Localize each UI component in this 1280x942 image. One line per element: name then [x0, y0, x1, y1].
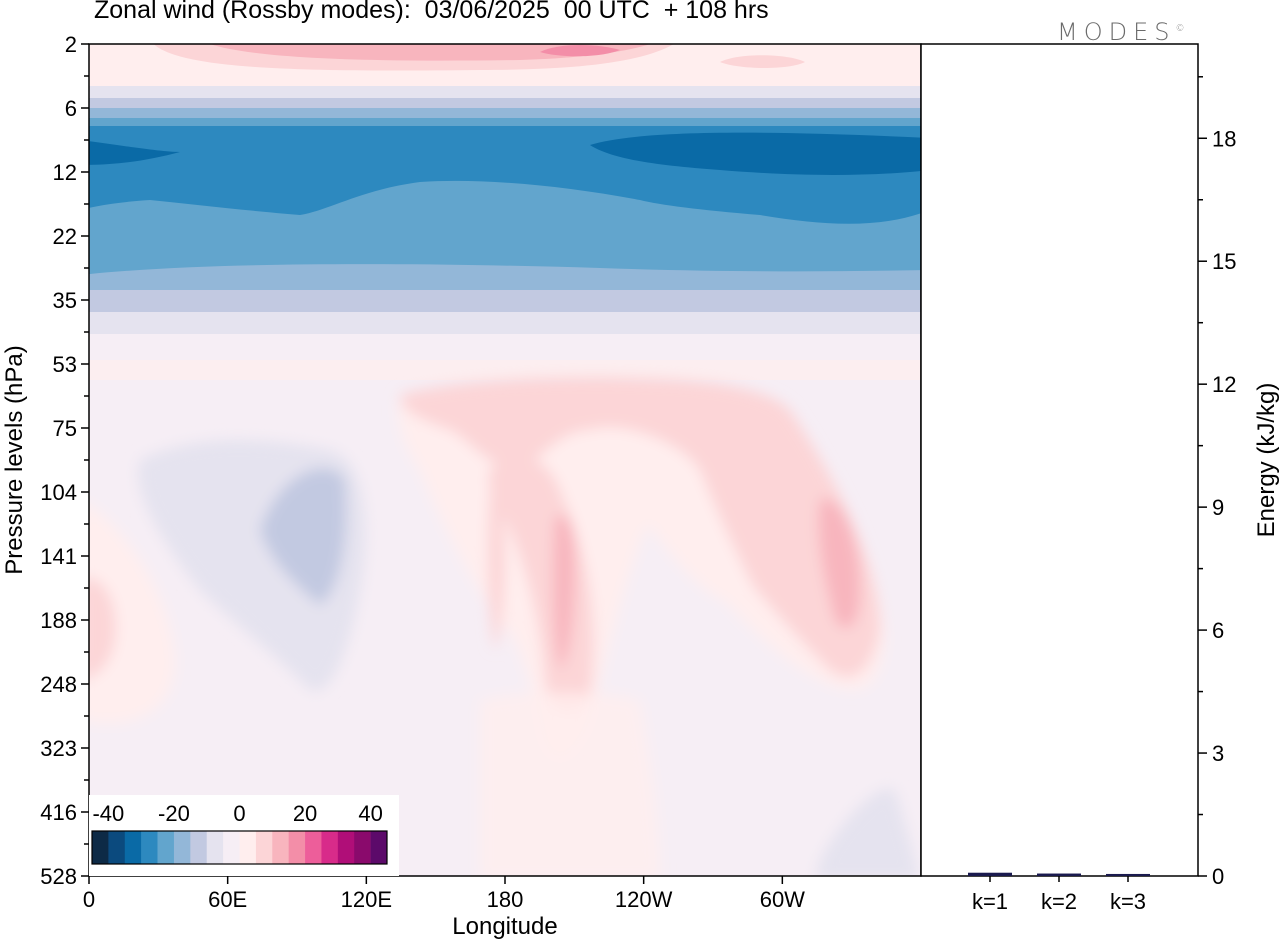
energy-tick-label: 6 — [1212, 618, 1224, 643]
colorbar-swatch — [272, 831, 289, 864]
colorbar-label: 0 — [233, 801, 245, 826]
energy-tick-label: 9 — [1212, 495, 1224, 520]
colorbar-swatch — [108, 831, 126, 864]
wavenumber-axis: k=1 k=2 k=3 — [972, 876, 1146, 914]
y-tick-label: 104 — [40, 480, 77, 505]
zonal-wind-field — [89, 44, 921, 876]
y-tick-label: 188 — [40, 608, 77, 633]
x-tick-label: 0 — [83, 887, 95, 912]
colorbar-swatch — [157, 831, 175, 864]
y-tick-label: 323 — [40, 736, 77, 761]
energy-bar — [1037, 873, 1081, 876]
colorbar-swatch — [354, 831, 371, 864]
energy-tick-label: 18 — [1212, 126, 1236, 151]
colorbar-label: -20 — [158, 801, 190, 826]
y-tick-label: 528 — [40, 864, 77, 889]
colorbar-label: -40 — [92, 801, 124, 826]
colorbar-label: 20 — [293, 801, 317, 826]
modes-logo: MODES© — [1057, 18, 1185, 46]
y-axis-title: Pressure levels (hPa) — [1, 345, 28, 574]
y-tick-label: 2 — [65, 32, 77, 57]
wavenumber-label: k=1 — [972, 889, 1008, 914]
colorbar-swatch — [124, 831, 142, 864]
x-tick-label: 120W — [615, 887, 673, 912]
x-axis-title: Longitude — [452, 913, 557, 940]
energy-bars — [968, 872, 1150, 876]
x-tick-label: 180 — [487, 887, 524, 912]
colorbar-swatch — [206, 831, 224, 864]
x-tick-label: 60E — [208, 887, 247, 912]
colorbar-swatch — [239, 831, 257, 864]
y-tick-label: 416 — [40, 800, 77, 825]
colorbar-swatch — [141, 831, 158, 864]
energy-axis: 0 3 6 9 12 15 18 — [1198, 76, 1236, 889]
wavenumber-label: k=3 — [1110, 889, 1146, 914]
energy-axis-title: Energy (kJ/kg) — [1253, 383, 1280, 538]
x-tick-label: 60W — [760, 887, 805, 912]
x-tick-label: 120E — [341, 887, 392, 912]
y-tick-label: 53 — [53, 352, 77, 377]
energy-tick-label: 15 — [1212, 249, 1236, 274]
colorbar-swatch — [288, 831, 306, 864]
y-tick-label: 75 — [53, 416, 77, 441]
pressure-axis: 2 6 12 22 35 53 75 104 141 188 248 323 416 528 — [40, 32, 89, 889]
colorbar-swatch — [223, 831, 240, 864]
colorbar-swatch — [173, 831, 191, 864]
energy-bar — [968, 872, 1012, 876]
colorbar-swatch — [305, 831, 322, 864]
y-tick-label: 35 — [53, 288, 77, 313]
chart-title: Zonal wind (Rossby modes): 03/06/2025 00… — [94, 0, 769, 24]
energy-tick-label: 0 — [1212, 864, 1224, 889]
energy-tick-label: 12 — [1212, 372, 1236, 397]
energy-bar — [1106, 873, 1150, 876]
y-tick-label: 6 — [65, 96, 77, 121]
colorbar-swatch — [321, 831, 339, 864]
colorbar-swatch — [92, 831, 109, 864]
colorbar-label: 40 — [358, 801, 382, 826]
wavenumber-label: k=2 — [1041, 889, 1077, 914]
colorbar-swatch — [255, 831, 273, 864]
y-tick-label: 22 — [53, 224, 77, 249]
y-tick-label: 248 — [40, 672, 77, 697]
colorbar-swatch — [370, 831, 388, 864]
energy-panel-frame — [920, 43, 1199, 877]
longitude-axis: 0 60E 120E 180 120W 60W — [83, 876, 805, 912]
colorbar: -40 -20 0 20 40 — [89, 795, 399, 876]
colorbar-swatch — [190, 831, 208, 864]
y-tick-label: 12 — [53, 160, 77, 185]
y-tick-label: 141 — [40, 544, 77, 569]
colorbar-frame — [91, 830, 388, 865]
colorbar-swatch — [337, 831, 355, 864]
energy-tick-label: 3 — [1212, 741, 1224, 766]
